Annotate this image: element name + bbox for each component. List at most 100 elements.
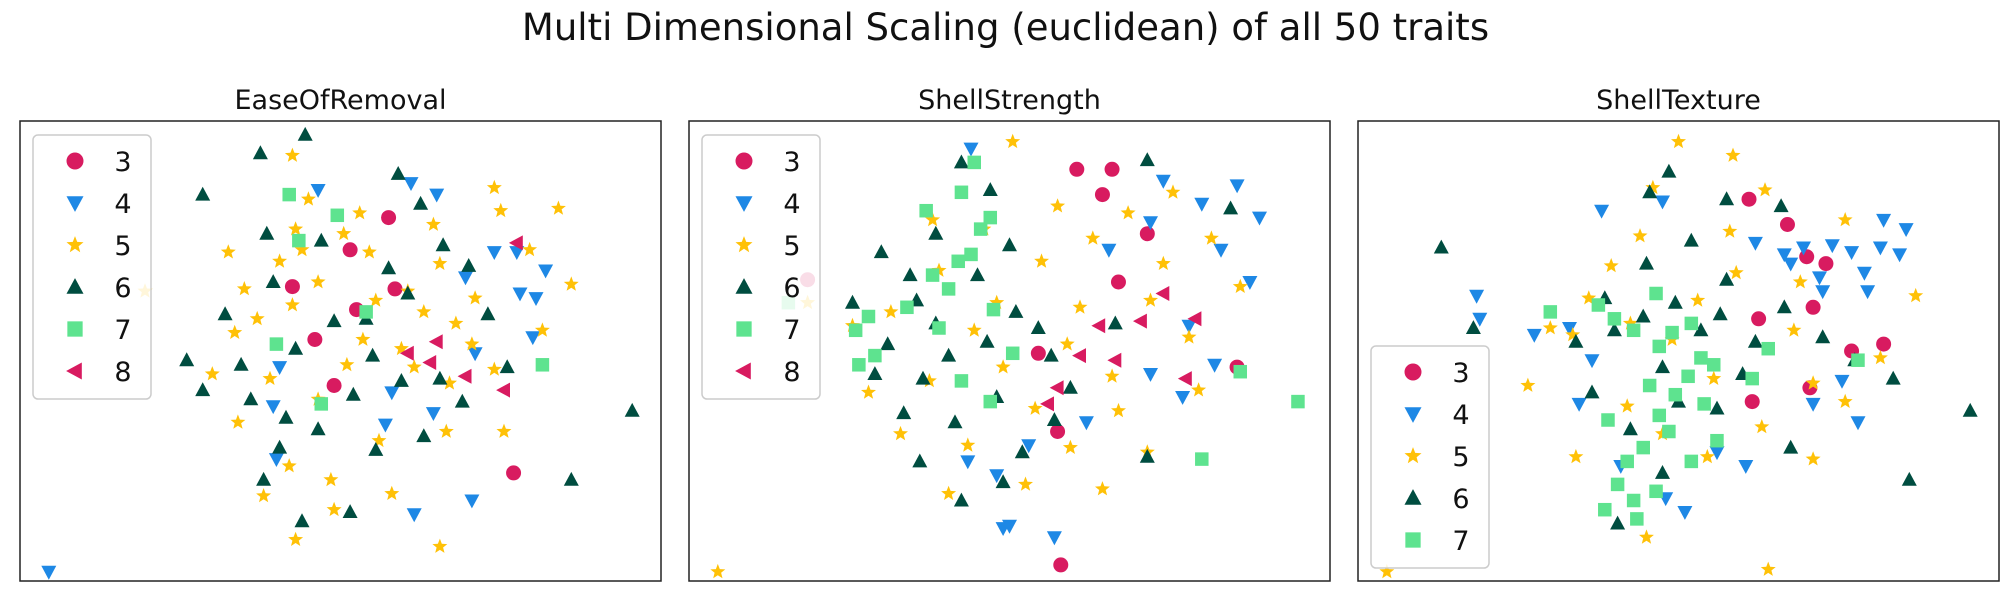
data-point [381,260,397,275]
data-point [1694,351,1708,365]
legend-label: 3 [1452,358,1469,389]
data-point [1139,448,1155,463]
data-point [1642,184,1658,199]
data-point [947,414,963,429]
data-point [1591,298,1606,312]
data-point [1712,306,1728,321]
subplot-panels: EaseOfRemoval345678ShellStrength345678Sh… [19,85,2000,582]
data-point [1194,197,1210,212]
data-point [371,432,387,448]
data-point [1078,416,1094,431]
data-point [1783,439,1799,454]
axes-frame [19,120,662,582]
data-point [1690,292,1706,307]
data-point [461,258,477,272]
data-point [973,222,988,236]
data-point [1571,397,1587,412]
data-point [986,302,1001,317]
data-point [1143,216,1158,231]
data-point [272,253,288,268]
data-point [1805,375,1821,390]
legend-entry-8: 8 [735,357,801,388]
data-point [1107,315,1123,330]
data-point [1908,287,1924,303]
legend-label: 8 [114,357,131,388]
legend-entry-6: 6 [1404,484,1470,515]
legend: 3 4 5 6 7 8 [701,134,821,400]
data-point [1046,412,1062,426]
data-point [464,336,480,351]
data-point [1050,424,1066,439]
data-point [1111,402,1126,418]
legend-label: 6 [783,273,800,304]
data-point [538,264,554,279]
legend-entry-3: 3 [66,147,132,178]
data-point [982,182,998,196]
data-point [1620,454,1634,469]
data-point [1706,370,1722,385]
legend-label: 7 [1452,526,1469,557]
data-point [1725,147,1741,162]
data-point [1837,212,1853,227]
data-point [1155,286,1170,301]
data-point [294,513,310,528]
data-point [416,428,432,443]
data-point [284,279,300,295]
data-point [272,439,288,454]
data-point [1626,323,1641,338]
data-point [1760,561,1776,576]
series-4 [41,177,554,580]
data-point [1693,322,1709,337]
data-point [522,241,538,257]
data-point [1014,444,1030,459]
data-point [995,474,1011,489]
data-point [342,242,358,258]
data-point [534,322,550,337]
legend-entry-4: 4 [66,189,132,220]
data-point [432,370,448,385]
data-point [525,331,541,346]
legend-marker [66,196,84,212]
data-point [1677,506,1693,520]
data-point [1542,320,1558,335]
data-point [1601,413,1615,427]
legend-entry-4: 4 [1404,400,1470,431]
data-point [1059,336,1075,351]
data-point [512,287,528,302]
data-point [848,323,863,338]
legend-entry-5: 5 [1404,442,1470,473]
data-point [1021,439,1037,454]
data-point [528,292,544,306]
data-point [1062,379,1078,394]
data-point [1622,315,1638,330]
legend-label: 7 [114,315,131,346]
subplot-title: EaseOfRemoval [234,85,446,116]
data-point [1607,312,1622,326]
legend-entry-3: 3 [735,147,801,178]
data-point [384,386,400,401]
data-point [506,465,522,481]
data-point [236,281,252,296]
data-point [1815,329,1831,344]
data-point [1568,448,1584,464]
data-point [442,375,457,390]
legend-entry-8: 8 [66,357,132,388]
data-point [307,332,323,347]
data-point [480,306,496,321]
data-point [1040,396,1054,412]
data-point [983,394,998,409]
legend-marker [66,152,84,170]
data-point [195,186,211,201]
legend-label: 3 [783,147,800,178]
data-point [1610,515,1626,530]
data-point [1655,465,1670,479]
data-point [1710,433,1724,448]
data-point [1844,246,1860,260]
data-point [1062,439,1078,454]
subplot-3: ShellTexture 3 4 5 6 7 [1357,85,2000,582]
data-point [1741,191,1757,207]
figure-suptitle: Multi Dimensional Scaling (euclidean) of… [522,6,1489,49]
data-point [873,244,889,259]
data-point [310,184,326,198]
data-point [294,241,310,257]
